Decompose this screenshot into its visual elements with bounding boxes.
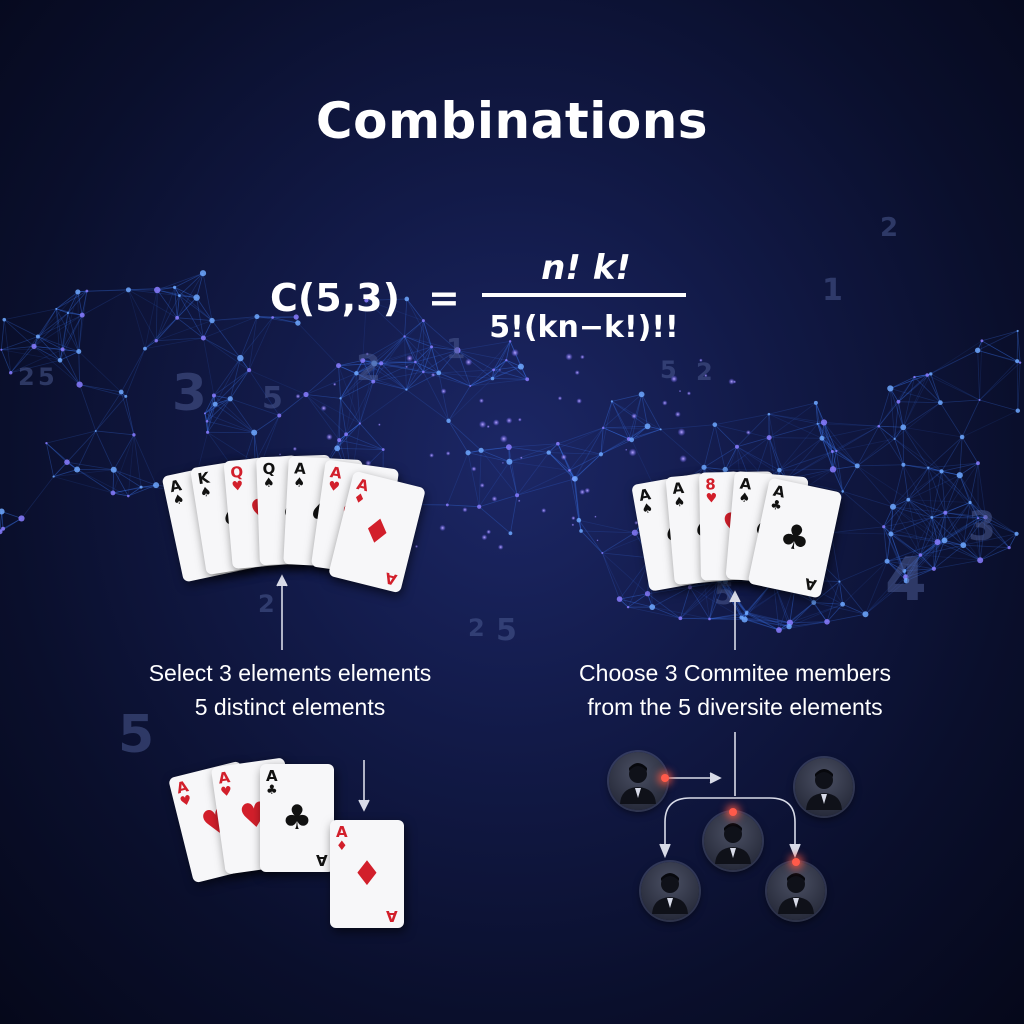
background-digit: 2 bbox=[696, 358, 713, 386]
card-suit-icon: ♠ bbox=[293, 475, 306, 492]
card-rank-bottom: A bbox=[316, 851, 328, 869]
card-rank: 8 bbox=[705, 475, 716, 494]
card-rank-bottom: A bbox=[803, 574, 819, 595]
card-suit-icon: ♠ bbox=[737, 490, 751, 507]
person-icon bbox=[795, 758, 853, 816]
person-icon bbox=[704, 812, 762, 870]
connector-arrows bbox=[276, 574, 801, 859]
person-icon bbox=[767, 862, 825, 920]
background-digit: 5 bbox=[262, 381, 283, 416]
card-suit-icon: ♠ bbox=[640, 500, 655, 518]
card-suit-icon: ♠ bbox=[262, 475, 275, 492]
formula-equals: = bbox=[428, 276, 460, 320]
formula-numerator: n! k! bbox=[541, 248, 631, 288]
card-suit-icon: ♠ bbox=[198, 484, 213, 502]
card-suit-icon: ♥ bbox=[231, 478, 244, 495]
card-suit-icon: ♥ bbox=[327, 479, 341, 496]
card-suit-icon: ♠ bbox=[171, 491, 186, 509]
background-digit: 4 bbox=[885, 545, 927, 615]
formula-denominator: 5!(kn−k!)!! bbox=[489, 310, 679, 345]
card-rank-bottom: A bbox=[386, 907, 398, 925]
person-icon bbox=[641, 862, 699, 920]
card-suit-icon: ♣ bbox=[768, 497, 784, 515]
playing-card: A ♦ ♦ A bbox=[330, 820, 404, 928]
left-caption-line2: 5 distinct elements bbox=[194, 694, 386, 720]
card-rank: A bbox=[266, 767, 278, 785]
right-caption-line1: Choose 3 Commitee members bbox=[579, 660, 891, 686]
card-suit-icon: ♦ bbox=[336, 839, 348, 854]
background-digit: 2 bbox=[18, 363, 35, 391]
background-digit: 2 bbox=[356, 348, 381, 389]
card-suit-icon: ♥ bbox=[705, 491, 718, 507]
formula-lhs: C(5,3) bbox=[270, 276, 400, 320]
right-caption: Choose 3 Commitee members from the 5 div… bbox=[530, 656, 940, 724]
card-rank-bottom: A bbox=[383, 568, 400, 589]
background-digit: 2 bbox=[468, 614, 485, 642]
background-digit: 5 bbox=[496, 613, 517, 648]
right-caption-line2: from the 5 diversite elements bbox=[587, 694, 883, 720]
card-suit-icon: ♣ bbox=[266, 783, 278, 798]
highlight-dot bbox=[661, 774, 669, 782]
card-suit-icon: ♥ bbox=[219, 784, 234, 801]
card-rank: Q bbox=[262, 459, 276, 479]
formula-fraction-bar bbox=[482, 293, 686, 297]
background-digit: 2 bbox=[880, 213, 898, 243]
background-digit: 2 bbox=[258, 590, 275, 618]
background-digit: 1 bbox=[822, 273, 843, 308]
highlight-dot bbox=[792, 858, 800, 866]
card-suit-icon: ♠ bbox=[673, 494, 686, 511]
page-title: Combinations bbox=[315, 92, 709, 150]
card-suit-large-icon: ♦ bbox=[357, 508, 397, 556]
background-digit: 1 bbox=[446, 332, 465, 365]
card-suit-large-icon: ♣ bbox=[775, 515, 815, 561]
card-suit-large-icon: ♦ bbox=[351, 854, 383, 894]
highlight-dot bbox=[729, 808, 737, 816]
background-digit: 5 bbox=[660, 356, 677, 384]
tree-branch bbox=[664, 797, 796, 852]
card-suit-icon: ♦ bbox=[351, 490, 367, 508]
card-suit-icon: ♥ bbox=[178, 792, 194, 811]
card-rank: A bbox=[336, 823, 348, 841]
card-suit-large-icon: ♣ bbox=[281, 798, 313, 838]
background-digit: 5 bbox=[118, 705, 154, 765]
network-lines bbox=[0, 272, 1021, 631]
background-digit: 3 bbox=[968, 504, 996, 550]
left-caption-line1: Select 3 elements elements bbox=[148, 660, 432, 686]
background-digit: 5 bbox=[714, 577, 735, 612]
left-caption: Select 3 elements elements 5 distinct el… bbox=[110, 656, 470, 724]
person-icon bbox=[609, 752, 667, 810]
background-digit: 3 bbox=[172, 364, 207, 422]
playing-card: A ♣ ♣ A bbox=[260, 764, 334, 872]
background-digit: 5 bbox=[38, 363, 55, 391]
